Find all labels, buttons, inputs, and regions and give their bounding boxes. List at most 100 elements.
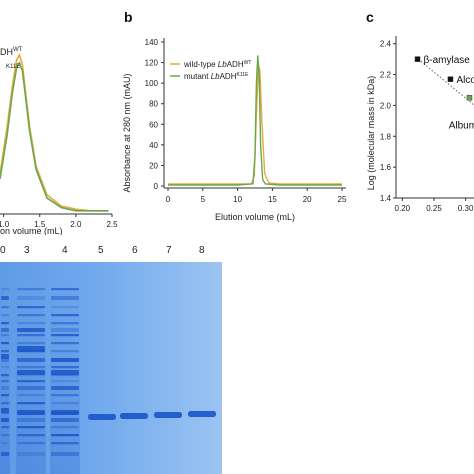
gel-band <box>51 328 79 332</box>
gel-band <box>17 288 45 291</box>
panel-c-x-tick-label: 0.30 <box>458 204 474 213</box>
panel-b-y-tick-label: 60 <box>149 120 158 129</box>
panel-a-chart: DHWT K11E 1.0 1.5 2.0 2.5 on volume (mL) <box>0 47 118 235</box>
panel-c-fit-line <box>417 58 474 106</box>
gel-band <box>17 418 45 422</box>
gel-band <box>1 334 9 337</box>
gel-band <box>51 296 79 300</box>
panel-a-series-1 <box>0 61 109 212</box>
panel-b-x-tick-label: 15 <box>268 195 277 204</box>
gel-band <box>51 442 79 445</box>
gel-band <box>51 366 79 369</box>
gel-band <box>1 322 9 325</box>
gel-band <box>17 322 45 325</box>
panel-a-x-tick-label: 2.5 <box>106 220 118 229</box>
gel-band <box>17 380 45 383</box>
panel-c-point-0 <box>414 56 421 62</box>
gel-band <box>17 296 45 300</box>
panel-c-point-1 <box>447 76 454 82</box>
panel-a-x-tick-label: 1.5 <box>34 220 46 229</box>
gel-band <box>17 394 45 397</box>
gel-band <box>17 328 45 332</box>
panel-c-y-tick-label: 2.0 <box>380 101 392 110</box>
gel-band <box>1 366 9 369</box>
sds-gel-image <box>0 262 222 474</box>
panel-c-y-tick-label: 1.8 <box>380 132 392 141</box>
gel-band <box>1 306 9 309</box>
gel-lane-7: 7 <box>166 245 172 256</box>
gel-lane-8: 8 <box>199 245 205 256</box>
panel-b-chart: Absorbance at 280 nm (mAU) 0204060801001… <box>122 38 347 222</box>
gel-edge-label: 0 <box>0 245 6 256</box>
gel-lane-3: 3 <box>24 245 30 256</box>
panel-a-x-label: on volume (mL) <box>0 226 63 235</box>
gel-band <box>1 380 9 383</box>
gel-band <box>1 342 9 345</box>
gel-band <box>17 442 45 445</box>
panel-a-x-tick-label: 1.0 <box>0 220 10 229</box>
gel-band-strong <box>17 410 45 415</box>
panel-b-y-tick-label: 140 <box>145 38 159 47</box>
gel-band <box>1 328 9 332</box>
panel-a-legend-1: DHWT <box>0 47 23 57</box>
gel-band <box>51 306 79 309</box>
panel-c-y-tick-label: 1.6 <box>380 163 392 172</box>
gel-band <box>1 442 9 445</box>
gel-band <box>17 306 45 309</box>
gel-band <box>51 386 79 390</box>
panel-c-point-2 <box>466 94 473 101</box>
panel-b-x-tick-label: 10 <box>233 195 242 204</box>
panel-c-y-label: Log (molecular mass in kDa) <box>366 76 376 191</box>
gel-band <box>17 314 45 317</box>
panel-c-x-tick-label: 0.20 <box>395 204 411 213</box>
panel-c-y-tick-label: 2.4 <box>380 40 392 49</box>
gel-band <box>1 288 9 291</box>
gel-band <box>1 386 9 390</box>
gel-band <box>51 334 79 337</box>
gel-band <box>1 418 9 422</box>
panel-b-x-tick-label: 25 <box>338 195 347 204</box>
panel-b-legend-mut: mutant LbADHK11E <box>184 72 249 81</box>
gel-band <box>51 342 79 345</box>
panel-b-y-tick-label: 0 <box>154 182 159 191</box>
gel-band <box>51 452 79 456</box>
gel-band <box>1 394 9 397</box>
gel-band <box>1 296 9 300</box>
panel-b-y-tick-label: 20 <box>149 161 158 170</box>
gel-band <box>51 350 79 353</box>
panel-c-letter: c <box>366 9 374 25</box>
gel-band <box>51 402 79 405</box>
gel-band <box>17 334 45 337</box>
panel-c-y-tick-label: 1.4 <box>380 194 392 203</box>
gel-lane-smear-4 <box>50 282 80 474</box>
gel-band <box>17 342 45 345</box>
gel-band <box>51 314 79 317</box>
gel-band <box>51 358 79 362</box>
gel-band <box>1 314 9 317</box>
gel-band <box>51 434 79 437</box>
gel-band <box>1 452 9 456</box>
gel-lane-smear-edge <box>0 300 10 474</box>
gel-band <box>1 374 9 377</box>
panel-c-y-tick-label: 2.2 <box>380 71 392 80</box>
gel-band <box>51 322 79 325</box>
gel-band-strong <box>1 408 9 413</box>
panel-a-legend-2: K11E <box>6 64 20 70</box>
gel-band-purified-7 <box>154 412 182 418</box>
gel-band-strong <box>1 354 9 359</box>
gel-band-strong <box>17 346 45 351</box>
panel-c-chart: Log (molecular mass in kDa) 1.4 1.6 1.8 2.0… <box>366 36 474 213</box>
gel-band <box>17 434 45 437</box>
gel-band-purified-6 <box>120 413 148 419</box>
panel-b-letter: b <box>124 9 133 25</box>
gel-band-purified-5 <box>88 414 116 420</box>
gel-band-purified-8 <box>188 411 216 417</box>
gel-band-strong <box>51 370 79 375</box>
panel-b-y-tick-label: 100 <box>145 79 159 88</box>
panel-b-y-tick-label: 120 <box>145 59 159 68</box>
gel-band-strong <box>51 410 79 415</box>
panel-a-series-0 <box>0 53 109 212</box>
gel-band <box>51 426 79 429</box>
gel-band <box>17 402 45 405</box>
gel-band-strong <box>17 370 45 375</box>
